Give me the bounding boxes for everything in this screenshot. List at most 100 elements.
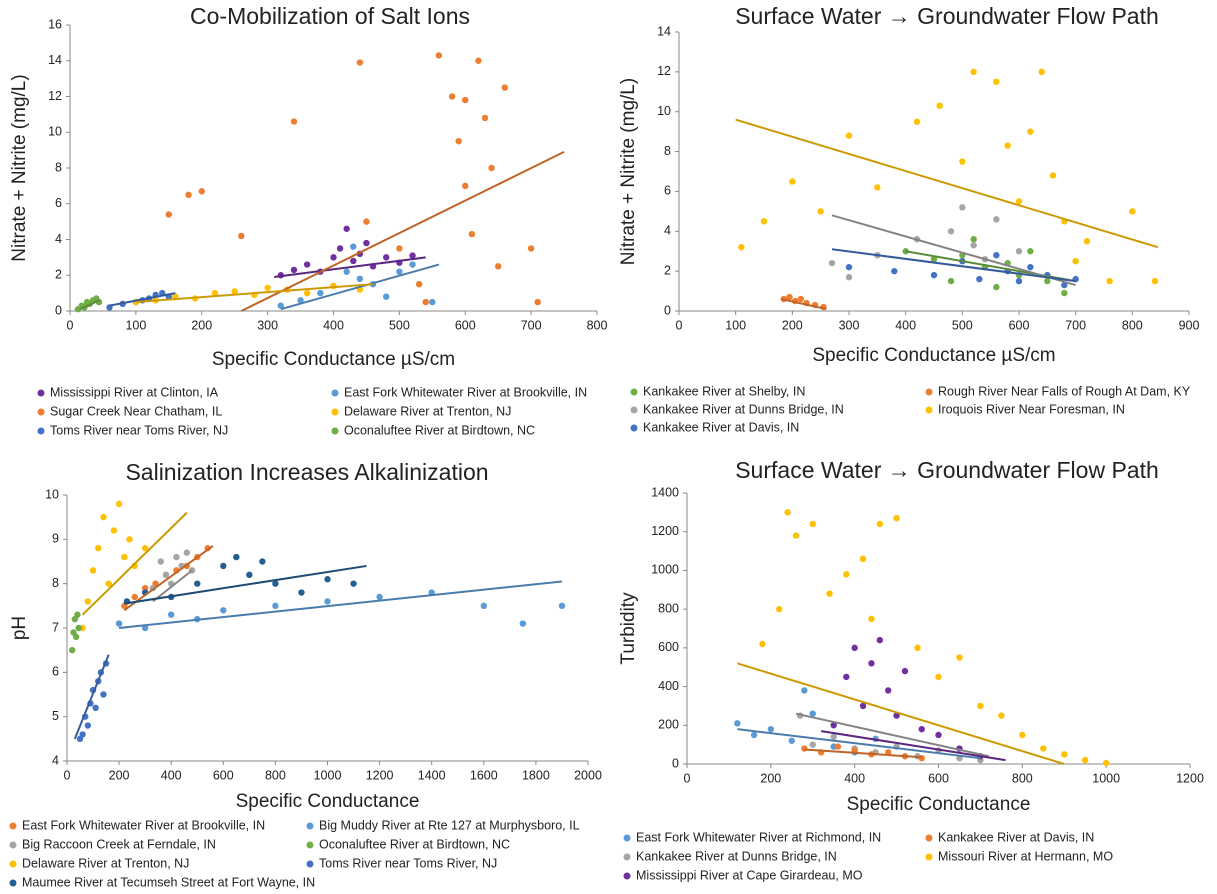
data-point bbox=[527, 245, 535, 252]
data-point bbox=[959, 204, 966, 211]
data-point bbox=[767, 725, 775, 733]
data-point bbox=[481, 114, 489, 122]
data-point bbox=[74, 611, 81, 618]
chart-panel: Salinization Increases Alkalinization Spe… bbox=[9, 459, 602, 889]
data-point bbox=[970, 68, 977, 76]
legend-marker bbox=[9, 841, 17, 849]
data-point bbox=[277, 302, 284, 309]
legend-label: Missouri River at Hermann, MO bbox=[938, 849, 1113, 863]
data-point bbox=[1102, 759, 1110, 767]
data-point bbox=[947, 228, 955, 235]
data-point bbox=[914, 644, 921, 652]
data-point bbox=[330, 254, 337, 261]
data-point bbox=[797, 295, 805, 303]
data-point bbox=[480, 602, 487, 610]
data-point bbox=[220, 562, 227, 570]
data-point bbox=[115, 500, 123, 508]
y-tick-label: 200 bbox=[658, 718, 679, 732]
y-tick-label: 1000 bbox=[651, 563, 679, 577]
x-tick-label: 600 bbox=[213, 768, 234, 782]
data-point bbox=[956, 654, 963, 661]
data-point bbox=[141, 584, 149, 592]
data-point bbox=[792, 532, 800, 539]
x-tick-label: 0 bbox=[676, 318, 683, 332]
data-point bbox=[297, 297, 304, 304]
data-point bbox=[121, 553, 128, 561]
y-tick-label: 10 bbox=[657, 104, 671, 118]
data-point bbox=[998, 712, 1005, 719]
legend-label: Toms River near Toms River, NJ bbox=[319, 856, 497, 870]
data-point bbox=[126, 536, 133, 543]
trend-line bbox=[831, 214, 1076, 287]
legend-label: Big Muddy River at Rte 127 at Murphysbor… bbox=[319, 818, 580, 832]
data-point bbox=[185, 191, 192, 199]
x-tick-label: 800 bbox=[265, 768, 286, 782]
data-point bbox=[168, 611, 175, 618]
data-point bbox=[834, 743, 842, 750]
legend-label: East Fork Whitewater River at Brookville… bbox=[22, 818, 265, 832]
data-point bbox=[343, 225, 350, 232]
x-axis-label: Specific Conductance µS/cm bbox=[212, 349, 455, 370]
data-point bbox=[970, 242, 977, 249]
data-point bbox=[396, 245, 403, 252]
data-point bbox=[786, 293, 793, 301]
legend-label: Kankakee River at Shelby, IN bbox=[643, 384, 805, 398]
legend-marker bbox=[306, 841, 314, 849]
y-tick-label: 14 bbox=[48, 53, 62, 67]
data-point bbox=[89, 567, 97, 574]
y-tick-label: 4 bbox=[52, 753, 59, 767]
y-tick-label: 2 bbox=[664, 263, 671, 277]
y-tick-label: 4 bbox=[664, 224, 671, 238]
data-point bbox=[776, 605, 783, 613]
legend-label: Maumee River at Tecumseh Street at Fort … bbox=[22, 875, 315, 889]
legend-label: Delaware River at Trenton, NJ bbox=[344, 404, 511, 418]
data-point bbox=[409, 261, 416, 268]
legend-marker bbox=[623, 872, 631, 880]
trend-line bbox=[735, 118, 1159, 249]
data-point bbox=[828, 259, 836, 267]
data-point bbox=[851, 644, 858, 652]
x-tick-label: 100 bbox=[125, 318, 146, 332]
x-tick-label: 700 bbox=[1065, 318, 1086, 332]
data-point bbox=[100, 513, 107, 521]
x-tick-label: 2000 bbox=[574, 768, 602, 782]
data-point bbox=[105, 580, 112, 587]
x-tick-label: 200 bbox=[760, 771, 781, 785]
data-point bbox=[462, 182, 469, 190]
x-tick-label: 100 bbox=[725, 318, 746, 332]
x-tick-label: 400 bbox=[895, 318, 916, 332]
data-point bbox=[809, 520, 816, 528]
data-point bbox=[298, 589, 305, 596]
x-tick-label: 600 bbox=[455, 318, 476, 332]
legend-label: Toms River near Toms River, NJ bbox=[50, 423, 228, 437]
y-tick-label: 0 bbox=[664, 303, 671, 317]
data-point bbox=[843, 571, 850, 578]
data-point bbox=[115, 620, 123, 627]
data-point bbox=[350, 243, 357, 250]
data-point bbox=[993, 78, 1000, 86]
legend-marker bbox=[623, 834, 631, 842]
y-tick-label: 9 bbox=[52, 532, 59, 546]
data-point bbox=[893, 514, 900, 522]
data-point bbox=[75, 624, 82, 632]
data-point bbox=[84, 722, 92, 729]
y-tick-label: 0 bbox=[55, 303, 62, 317]
data-point bbox=[396, 268, 403, 275]
data-point bbox=[336, 245, 344, 252]
data-point bbox=[801, 687, 808, 694]
data-point bbox=[876, 520, 884, 528]
data-point bbox=[183, 549, 191, 556]
trend-line bbox=[118, 580, 563, 629]
data-point bbox=[918, 725, 925, 733]
data-point bbox=[738, 244, 745, 251]
data-point bbox=[198, 188, 205, 195]
data-point bbox=[843, 673, 850, 681]
y-axis-label: Nitrate + Nitrite (mg/L) bbox=[618, 78, 639, 265]
y-tick-label: 10 bbox=[45, 487, 59, 501]
legend-label: Kankakee River at Dunns Bridge, IN bbox=[636, 849, 837, 863]
data-point bbox=[1015, 248, 1023, 255]
x-tick-label: 1200 bbox=[366, 768, 394, 782]
data-point bbox=[1015, 277, 1023, 285]
legend-marker bbox=[306, 822, 314, 830]
data-point bbox=[976, 275, 983, 283]
